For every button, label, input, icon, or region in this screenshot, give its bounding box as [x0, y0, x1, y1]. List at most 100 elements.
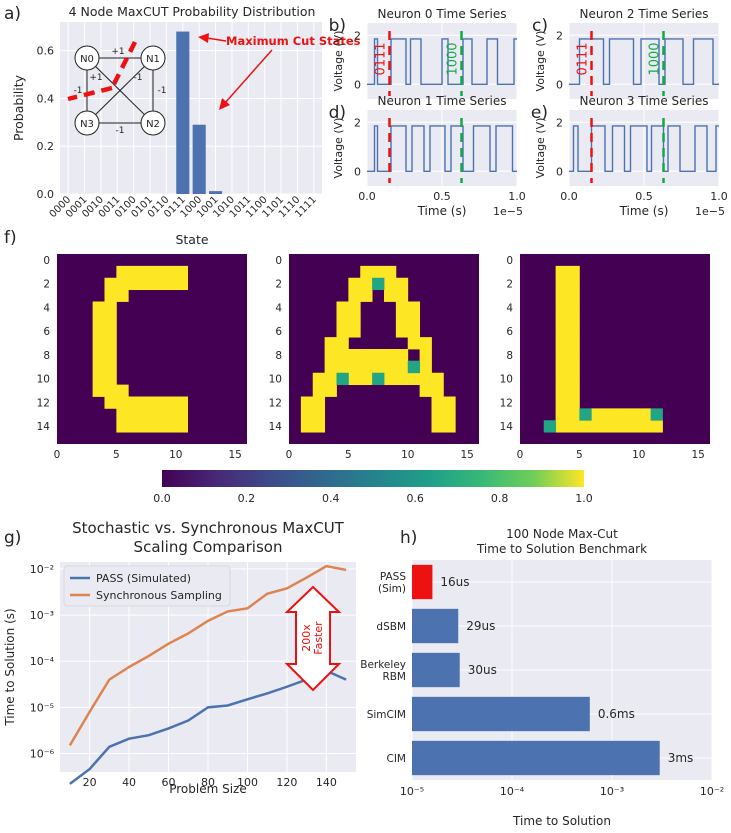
x-tick-label: 1.0: [508, 190, 526, 203]
panel-h-xlabel: Time to Solution: [512, 814, 611, 828]
heatmap-cell: [92, 313, 105, 326]
heatmap-cell: [163, 408, 177, 421]
panel-title: Neuron 1 Time Series: [378, 94, 507, 108]
y-axis-label: Voltage (V): [534, 31, 547, 92]
heatmap-cell: [116, 408, 129, 421]
heatmap-cell: [128, 277, 141, 291]
heatmap-cell: [372, 349, 385, 362]
double-arrow-icon: [284, 585, 342, 692]
heatmap-cell: [104, 349, 117, 362]
y-tick-label: 0: [506, 255, 513, 267]
heatmap-cell: [336, 360, 349, 374]
heatmap-cell: [395, 349, 409, 362]
heatmap-cell: [603, 420, 616, 433]
heatmap-cell: [615, 408, 628, 421]
heatmap-cell: [175, 408, 189, 421]
y-tick-label: 14: [500, 421, 514, 433]
y-tick-label: 4: [506, 302, 513, 314]
edge-label: +1: [89, 73, 102, 83]
edge-label: -1: [158, 86, 167, 96]
heatmap-cell: [395, 372, 409, 386]
x-tick-label: 20: [83, 776, 97, 789]
heatmap-cell: [555, 337, 568, 350]
y-axis-label: Voltage (V): [332, 31, 345, 92]
heatmap-cell: [555, 289, 568, 302]
heatmap-cell: [384, 372, 397, 386]
heatmap-cell: [300, 408, 314, 421]
panel-b-timeseries: 0 2 0111 1000 Neuron 0 Time Series b)Voltage …: [329, 7, 518, 99]
heatmap-cell: [567, 301, 580, 314]
panel-h-benchmark-chart: h) 16us 29us 30us 0.6ms 3ms 10⁻⁵ 10⁻⁴ 10⁻³ 10⁻²…: [360, 527, 724, 828]
heatmap-cell: [104, 289, 117, 302]
annotation-arrowhead: [219, 98, 230, 110]
heatmap-cell: [372, 265, 385, 279]
panel-g-scaling-chart: g) 20 40 60 80 100 120 140 10⁻⁶ 10⁻⁵ 10⁻⁴ 10⁻³ 10⁻²…: [3, 519, 356, 796]
heatmap-cell: [336, 349, 349, 362]
heatmap-cell: [384, 349, 397, 362]
y-tick-label: 10⁻²: [30, 563, 54, 576]
offset-label: 1e−5: [493, 205, 523, 218]
heatmap-cell: [555, 313, 568, 326]
y-category-label: Berkeley: [360, 659, 406, 671]
heatmap-cell: [163, 396, 177, 409]
heatmap-cell: [152, 420, 165, 433]
y-tick-label: 10: [37, 374, 50, 386]
heatmap-cell: [567, 396, 580, 409]
annotation-arrow: [206, 37, 227, 42]
y-tick-label: 2: [43, 279, 50, 291]
heatmap-cell: [579, 408, 592, 421]
panel-h-title-line2: Time to Solution Benchmark: [476, 542, 647, 556]
heatmap-cell: [324, 360, 337, 374]
y-tick-label: 0: [556, 78, 563, 91]
x-tick-label: 10⁻²: [700, 785, 724, 798]
y-tick-label: 12: [37, 397, 50, 409]
heatmap-cell: [300, 396, 314, 409]
panel-a-label: a): [4, 4, 21, 24]
panel-e-timeseries: 0 2 Neuron 3 Time Series e)Voltage (V) 0.0 0.…: [531, 94, 728, 218]
heatmap-cell: [372, 372, 385, 386]
legend-box: [63, 565, 231, 607]
heatmap-cell: [419, 349, 432, 362]
heatmap-cell: [300, 420, 314, 433]
heatmap-cell: [348, 289, 361, 302]
heatmap-A: 0 2 4 6 8 10 12 14 0 5 10 15: [269, 254, 479, 461]
x-tick-label: 80: [201, 776, 215, 789]
heatmap-cell: [419, 372, 432, 386]
y-axis-label: Voltage (V): [534, 118, 547, 179]
heatmap-cell: [336, 313, 349, 326]
y-tick-label: 14: [269, 421, 283, 433]
x-tick-label: 10⁻⁵: [400, 785, 424, 798]
heatmap-cell: [395, 289, 409, 302]
heatmap-cell: [650, 420, 663, 433]
y-tick-label: 12: [269, 397, 282, 409]
bar-berkeley: [412, 652, 460, 688]
y-tick-label: 0: [43, 255, 50, 267]
panel-title: Neuron 2 Time Series: [580, 7, 709, 21]
bar-pass: [412, 564, 433, 600]
heatmap-cell: [372, 277, 385, 291]
heatmap-cell: [384, 360, 397, 374]
x-tick-label: 15: [460, 449, 473, 461]
node-label: N0: [80, 54, 94, 65]
heatmap-cell: [140, 408, 153, 421]
bar-value-label: 0.6ms: [598, 707, 635, 721]
panel-a-xlabel: State: [175, 232, 208, 247]
colorbar-tick-label: 1.0: [575, 492, 593, 505]
panel-label: d): [329, 103, 346, 123]
marker-label: 0111: [576, 42, 591, 75]
heatmap-cell: [348, 372, 361, 386]
y-tick-label: 10⁻³: [30, 609, 54, 622]
heatmap-cell: [104, 301, 117, 314]
heatmap-cell: [555, 420, 568, 433]
heatmap-cell: [92, 337, 105, 350]
heatmap-cell: [567, 420, 580, 433]
heatmap-cell: [175, 420, 189, 433]
heatmap-cell: [384, 289, 397, 302]
heatmap-cell: [567, 337, 580, 350]
heatmap-cell: [555, 384, 568, 397]
heatmap-cell: [104, 360, 117, 374]
x-tick-label: 10: [632, 449, 645, 461]
heatmap-cell: [336, 337, 349, 350]
x-tick-label: 0.5: [433, 190, 451, 203]
y-category-label: SimCIM: [367, 709, 406, 721]
